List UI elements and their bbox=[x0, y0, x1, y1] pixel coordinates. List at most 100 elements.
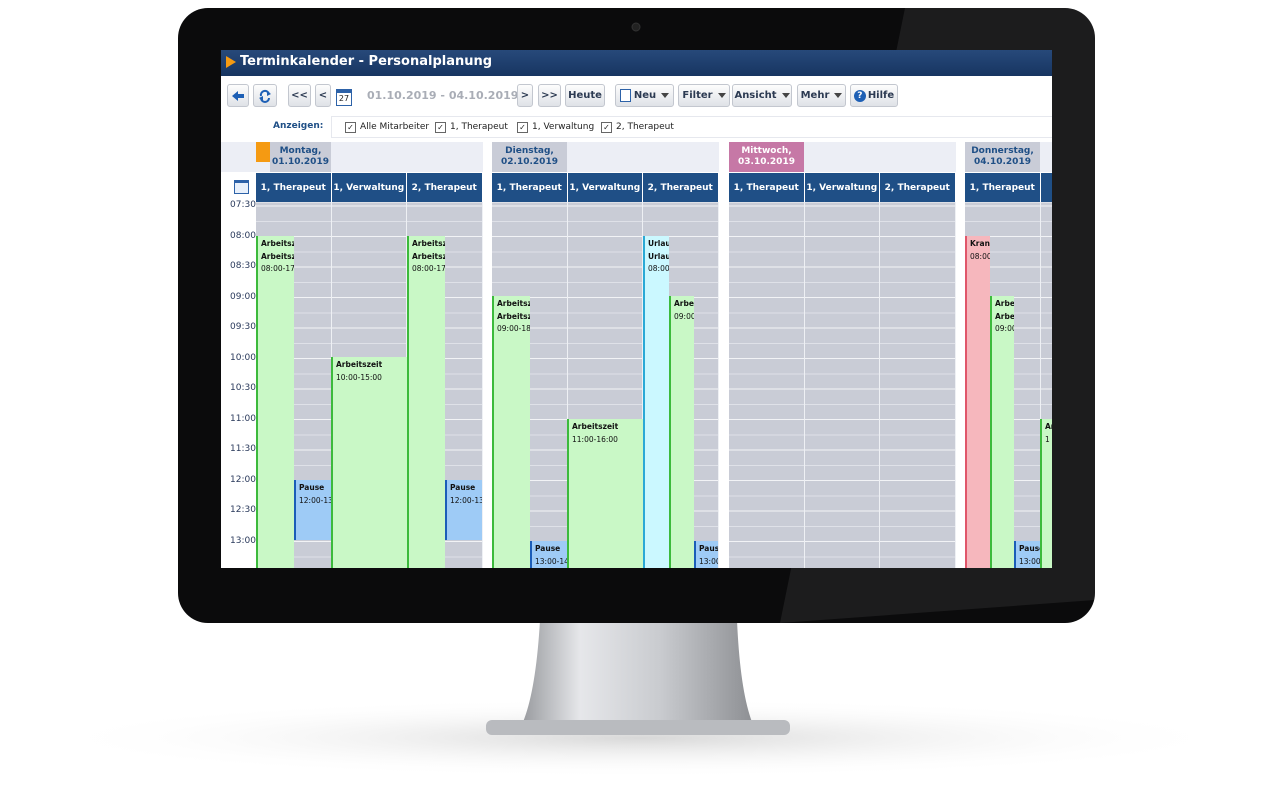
column-header[interactable]: 2, Therapeut bbox=[407, 173, 483, 202]
time-label: 08:30 bbox=[230, 261, 256, 271]
column-header[interactable]: 1, Verwaltung bbox=[567, 173, 643, 202]
camera bbox=[631, 22, 641, 32]
menu-label: Mehr bbox=[800, 90, 830, 101]
day-title[interactable]: Montag, 01.10.2019 bbox=[270, 142, 331, 172]
menu-button[interactable]: Filter bbox=[678, 84, 730, 107]
filter-option[interactable]: ✓ Alle Mitarbeiter bbox=[345, 122, 429, 133]
calendar-icon[interactable]: 27 bbox=[336, 89, 352, 106]
filter-option-label: 2, Therapeut bbox=[616, 122, 674, 132]
day-gap bbox=[955, 142, 967, 568]
checkbox[interactable]: ✓ bbox=[601, 122, 612, 133]
column-header[interactable]: 2, Therapeut bbox=[643, 173, 719, 202]
event[interactable]: Arbeit Arbeit 09:00- bbox=[990, 296, 1014, 568]
time-label: 08:00 bbox=[230, 230, 256, 241]
filter-option[interactable]: ✓ 1, Verwaltung bbox=[517, 122, 594, 133]
column-header[interactable]: 1 bbox=[1040, 173, 1052, 202]
new-icon bbox=[619, 89, 631, 102]
back-button[interactable] bbox=[227, 84, 249, 107]
header-bar: Terminkalender - Personalplanung bbox=[221, 50, 1052, 76]
event-text: Pause bbox=[1019, 544, 1040, 553]
column-body bbox=[804, 202, 880, 568]
help-button[interactable]: ? Hilfe bbox=[850, 84, 898, 107]
event-text: Pause bbox=[299, 483, 325, 492]
event-text: 09:00- bbox=[995, 324, 1014, 333]
column-header[interactable]: 2, Therapeut bbox=[880, 173, 956, 202]
event[interactable]: Pause 13:00-14:0 bbox=[530, 541, 567, 568]
event[interactable]: Krank 08:00- bbox=[965, 236, 990, 568]
time-label: 11:30 bbox=[230, 444, 256, 454]
checkbox[interactable]: ✓ bbox=[345, 122, 356, 133]
menu-button[interactable]: Ansicht bbox=[732, 84, 792, 107]
nav-button[interactable]: > bbox=[517, 84, 533, 107]
filter-label: Anzeigen: bbox=[273, 121, 324, 131]
menu-button[interactable]: Neu bbox=[615, 84, 674, 107]
column-header[interactable]: 1, Therapeut bbox=[965, 173, 1041, 202]
checkbox[interactable]: ✓ bbox=[517, 122, 528, 133]
nav-button[interactable]: << bbox=[288, 84, 311, 107]
dropdown-arrow bbox=[781, 93, 790, 98]
day-title[interactable]: Donnerstag, 04.10.2019 bbox=[965, 142, 1040, 172]
column-header[interactable]: 1, Therapeut bbox=[492, 173, 568, 202]
event-text: 13:00- bbox=[1019, 556, 1040, 566]
time-label: 07:30 bbox=[230, 200, 256, 210]
today-button[interactable]: Heute bbox=[565, 84, 605, 107]
day-title[interactable]: Dienstag, 02.10.2019 bbox=[492, 142, 567, 172]
event-text: 13:00- bbox=[699, 556, 718, 566]
event-text: Arbeitszei bbox=[412, 239, 445, 248]
filter-option[interactable]: ✓ 2, Therapeut bbox=[601, 122, 674, 133]
event-text: Arbeitszei bbox=[261, 251, 294, 261]
header-title: Terminkalender - Personalplanung bbox=[240, 54, 493, 69]
week-icon[interactable] bbox=[256, 142, 270, 162]
filter-option-label: 1, Therapeut bbox=[450, 122, 508, 132]
event[interactable]: Arbeit 09:00- bbox=[669, 296, 694, 568]
day-date: 02.10.2019 bbox=[501, 157, 558, 167]
event[interactable]: Arbeitszei Arbeitszei 08:00-17:0 bbox=[407, 236, 445, 568]
event[interactable]: Pause 13:00- bbox=[1014, 541, 1040, 568]
day-date: 04.10.2019 bbox=[974, 157, 1031, 167]
back-icon bbox=[232, 90, 244, 101]
event-text: Arbeitszeit bbox=[572, 422, 619, 431]
header-icon bbox=[226, 56, 236, 68]
event[interactable]: Arbeitszei Arbeitszei 09:00-18:0 bbox=[492, 296, 530, 568]
event-text: 13:00-14:0 bbox=[535, 556, 567, 566]
refresh-button[interactable] bbox=[253, 84, 277, 107]
filter-option[interactable]: ✓ 1, Therapeut bbox=[435, 122, 508, 133]
day-name: Mittwoch, bbox=[741, 146, 792, 156]
event-text: Urlaul bbox=[648, 239, 669, 248]
event-text: 1 bbox=[1045, 434, 1050, 444]
day-header-row bbox=[221, 142, 1052, 172]
event-text: Pause bbox=[535, 544, 561, 553]
corner-icon[interactable] bbox=[234, 180, 249, 194]
event-text: Arbeitszei bbox=[497, 299, 530, 308]
event[interactable]: Arbeitszei Arbeitszei 08:00-17:0 bbox=[256, 236, 294, 568]
event[interactable]: Pause 13:00- bbox=[694, 541, 718, 568]
help-label: Hilfe bbox=[867, 90, 895, 101]
stand-base bbox=[486, 720, 790, 735]
column-header[interactable]: 1, Therapeut bbox=[729, 173, 805, 202]
dropdown-arrow bbox=[834, 93, 843, 98]
column-header[interactable]: 1, Therapeut bbox=[256, 173, 332, 202]
event[interactable]: Pause 12:00-13:0 bbox=[294, 480, 331, 540]
checkbox[interactable]: ✓ bbox=[435, 122, 446, 133]
event[interactable]: Pause 12:00-13:0 bbox=[445, 480, 482, 540]
event-text: Arbeit bbox=[995, 299, 1014, 308]
event[interactable]: Arbeitszeit 10:00-15:00 bbox=[331, 357, 407, 568]
event-text: Arbeitszei bbox=[497, 311, 530, 321]
dropdown-arrow bbox=[661, 93, 670, 98]
column-header[interactable]: 1, Verwaltung bbox=[331, 173, 407, 202]
event[interactable]: Urlaul Urlaul 08:00- bbox=[643, 236, 669, 568]
menu-label: Neu bbox=[633, 90, 657, 101]
event-text: 12:00-13:0 bbox=[450, 495, 482, 505]
nav-button[interactable]: < bbox=[315, 84, 331, 107]
event-text: Pause bbox=[450, 483, 476, 492]
menu-button[interactable]: Mehr bbox=[797, 84, 846, 107]
event[interactable]: Arbeitszeit 11:00-16:00 bbox=[567, 419, 643, 568]
day-title[interactable]: Mittwoch, 03.10.2019 bbox=[729, 142, 804, 172]
column-header[interactable]: 1, Verwaltung bbox=[804, 173, 880, 202]
event-text: Urlaul bbox=[648, 251, 669, 261]
event[interactable]: Ar 1 bbox=[1040, 419, 1052, 568]
event-text: 11:00-16:00 bbox=[572, 434, 618, 444]
time-label: 10:00 bbox=[230, 352, 256, 363]
nav-button[interactable]: >> bbox=[538, 84, 561, 107]
